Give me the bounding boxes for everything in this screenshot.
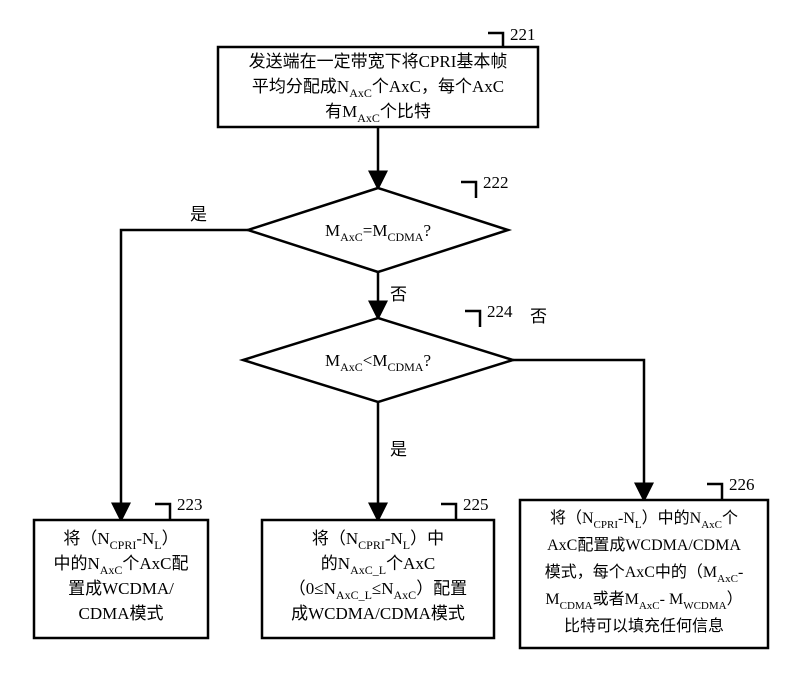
step-label-223: 223 (177, 495, 203, 514)
n226-l5: 比特可以填充任何信息 (564, 617, 724, 635)
step-label-225: 225 (463, 495, 489, 514)
step-label-221: 221 (510, 25, 536, 44)
node-221: 221 发送端在一定带宽下将CPRI基本帧 平均分配成NAxC个AxC，每个Ax… (218, 25, 538, 127)
edge-222-223: 是 (121, 205, 248, 520)
edge-224-225: 是 (378, 402, 407, 520)
n221-l3a: 有M (325, 102, 357, 121)
node-226: 226 将（NCPRI-NL）中的NAxC个 AxC配置成WCDMA/CDMA … (520, 475, 768, 648)
flowchart-diagram: 221 发送端在一定带宽下将CPRI基本帧 平均分配成NAxC个AxC，每个Ax… (20, 20, 780, 664)
n221-sub1: AxC (349, 86, 372, 100)
n223-l4: CDMA模式 (78, 604, 163, 623)
step-label-224: 224 (487, 302, 513, 321)
step-label-222: 222 (483, 173, 509, 192)
n221-l3b: 个比特 (380, 102, 431, 121)
edge-222-224: 否 (378, 272, 407, 318)
n226-l2: AxC配置成WCDMA/CDMA (547, 536, 741, 554)
n221-l2b: 个AxC，每个AxC (372, 77, 504, 96)
node-224: 224 MAxC<MCDMA? 否 (243, 302, 547, 402)
step-label-226: 226 (729, 475, 755, 494)
edge-224-yes-label: 是 (390, 440, 407, 459)
n221-sub2: AxC (357, 111, 380, 125)
svg-text:发送端在一定带宽下将CPRI基本帧: 发送端在一定带宽下将CPRI基本帧 (249, 52, 508, 71)
n221-l1: 发送端在一定带宽下将CPRI基本帧 (249, 52, 508, 71)
node-222: 222 MAxC=MCDMA? (248, 173, 509, 272)
edge-224-no-label: 否 (530, 307, 547, 326)
edge-222-no-label: 否 (390, 285, 407, 304)
n221-l2a: 平均分配成N (252, 77, 349, 96)
n225-l4: 成WCDMA/CDMA模式 (291, 604, 465, 623)
edge-224-226 (513, 360, 644, 500)
n223-l3: 置成WCDMA/ (68, 579, 174, 598)
edge-222-yes-label: 是 (190, 205, 207, 224)
